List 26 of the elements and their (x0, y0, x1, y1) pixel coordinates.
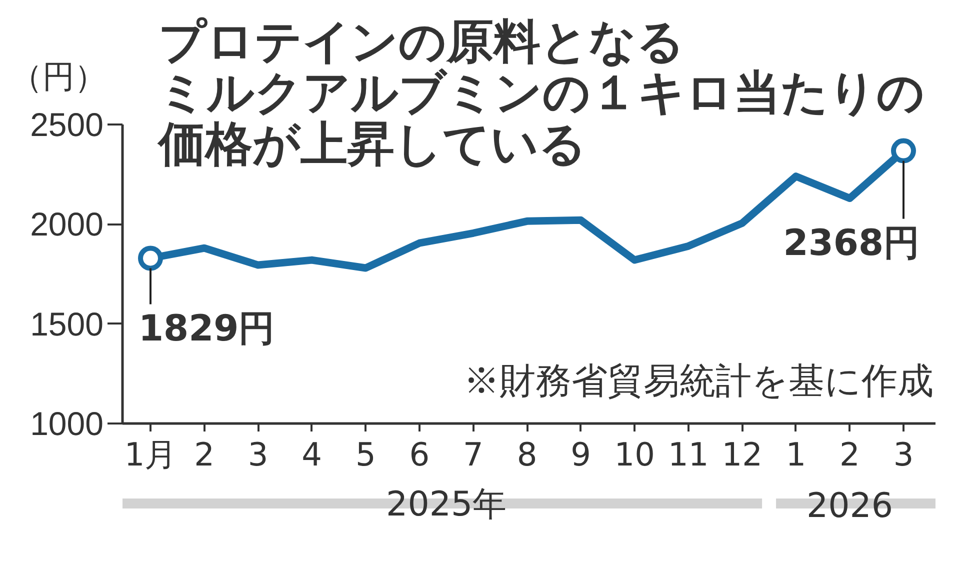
annotation: ※財務省貿易統計を基に作成 (464, 361, 934, 402)
y-axis-title: （円） (10, 58, 106, 96)
x-tick-label: 1 (786, 436, 806, 474)
chart-title: プロテインの原料となるミルクアルブミンの１キロ当たりの価格が上昇している (156, 14, 924, 172)
x-tick-label: 4 (302, 436, 322, 474)
x-tick-label: 3 (893, 436, 914, 474)
x-tick-label: 1月 (124, 436, 177, 474)
x-tick-label: 9 (570, 436, 591, 474)
y-tick-label: 1000 (30, 405, 104, 442)
x-tick-label: 3 (248, 436, 268, 474)
x-tick-label: 8 (516, 436, 538, 474)
x-tick-label: 6 (409, 436, 430, 474)
y-tick-label: 1500 (30, 305, 104, 342)
text: 2026 (806, 486, 893, 526)
y-tick-label: 2500 (30, 106, 104, 143)
x-tick-label: 2 (840, 436, 860, 474)
x-tick-label: 7 (463, 436, 484, 474)
x-tick-label: 12 (722, 436, 762, 474)
x-tick-label: 5 (355, 436, 376, 474)
text: 2025年 (386, 484, 507, 524)
data-label: 1829円 (138, 308, 275, 350)
x-tick-label: 11 (668, 436, 709, 474)
x-tick-label: 2 (194, 436, 214, 474)
x-tick-label: 10 (614, 436, 655, 474)
data-label: 2368円 (783, 222, 920, 264)
y-tick-label: 2000 (30, 206, 104, 243)
